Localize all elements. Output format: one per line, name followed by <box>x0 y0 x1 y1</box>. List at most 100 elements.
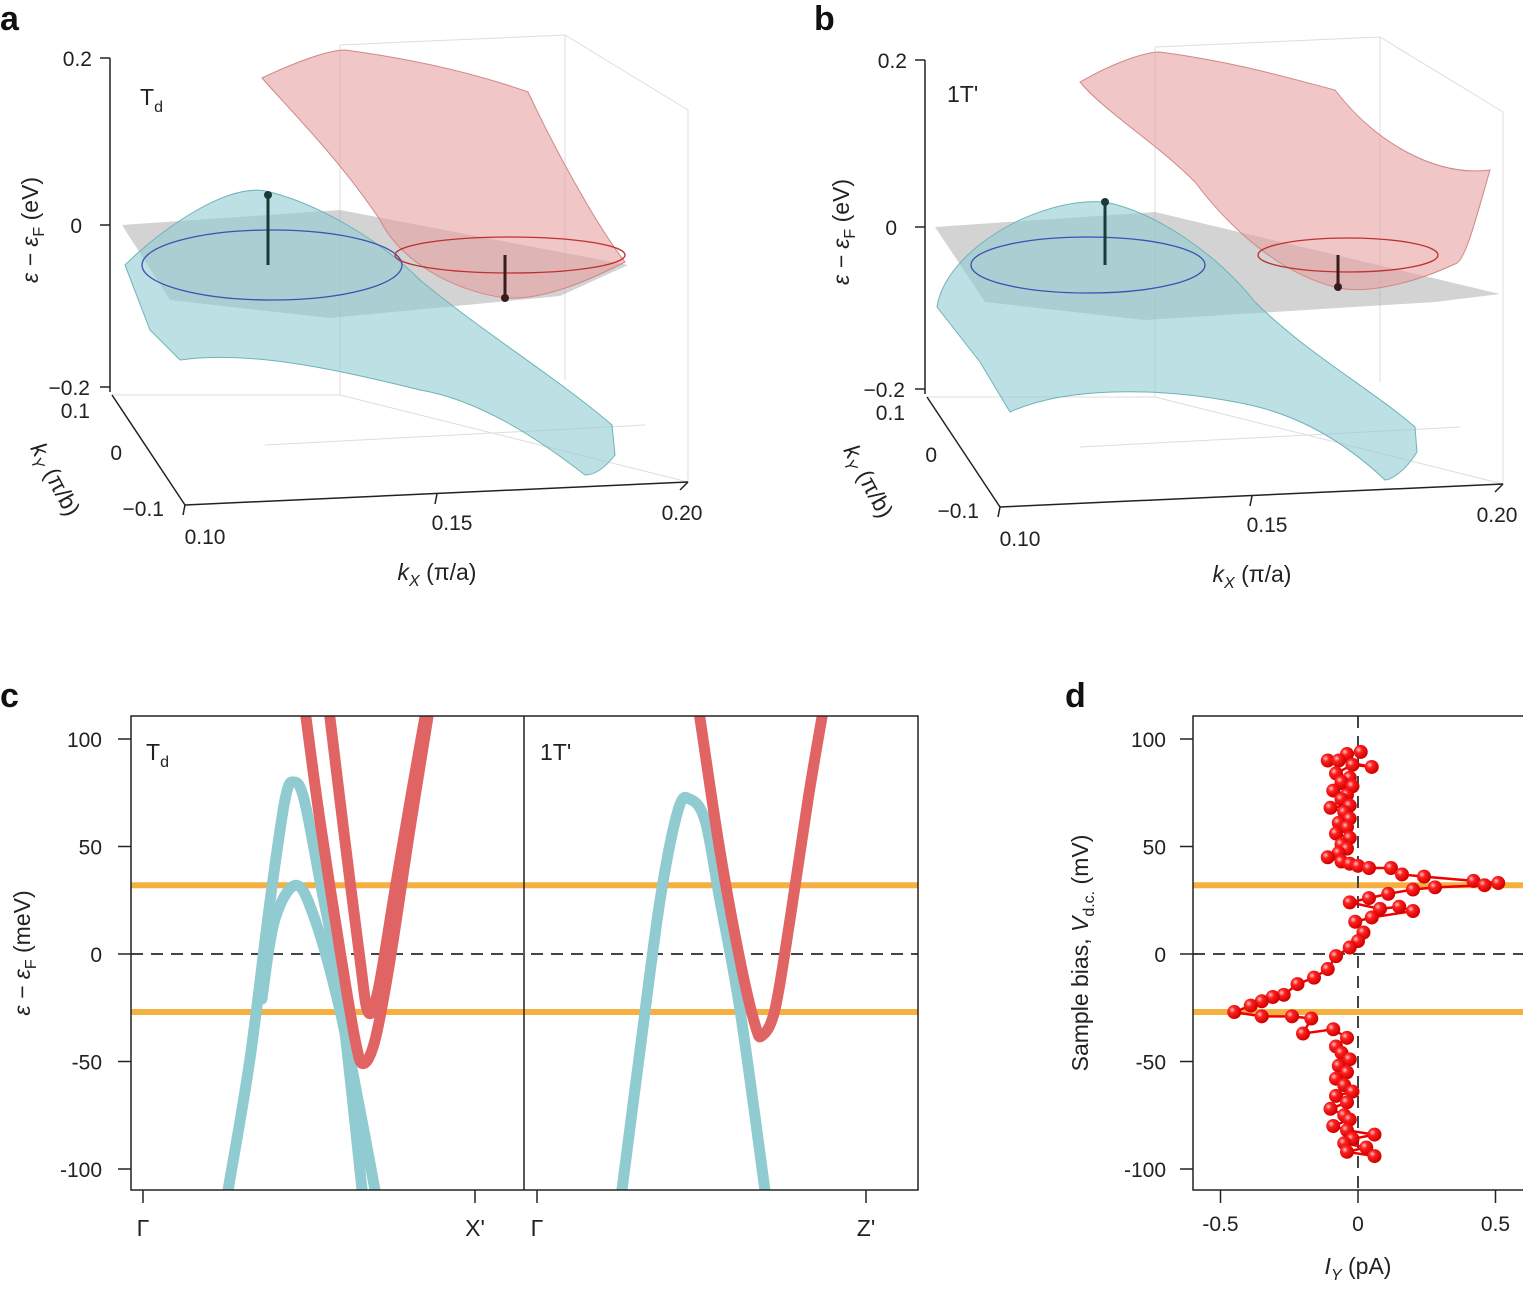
panel-d-iv-curve: 100 50 0 -50 -100 -0.5 0 0.5 Sample bias, Vd.c.… <box>1067 715 1523 1284</box>
data-point <box>1307 970 1321 985</box>
plot-frame <box>1192 715 1523 1191</box>
data-point <box>1342 940 1357 955</box>
panel-a-3d-plot: 0.2 0 −0.2 0.1 0 −0.1 0.10 0.15 0.20 Td … <box>17 34 703 590</box>
data-point <box>1428 880 1442 895</box>
electron-fermi-contour <box>394 236 626 274</box>
z-axis-label: ε − εF (eV) <box>17 177 48 283</box>
data-point <box>1406 904 1420 918</box>
inset-label-td: Td <box>140 84 163 116</box>
x-tick-label: -0.5 <box>1202 1213 1238 1236</box>
data-point <box>1340 820 1354 835</box>
x-tick-label: Z' <box>857 1215 875 1241</box>
data-point <box>1329 826 1343 841</box>
kx-axis-label: kX (π/a) <box>1213 561 1292 592</box>
y-tick-label: -50 <box>1136 1052 1166 1075</box>
panel-label-d: d <box>1065 677 1086 715</box>
data-point <box>1381 886 1396 901</box>
data-point <box>1362 891 1376 906</box>
data-point <box>1340 1144 1354 1159</box>
conduction-min-dot <box>1334 283 1342 291</box>
ky-axis-label: kY (π/b) <box>834 440 898 524</box>
panel-c-band-structure: Γ X' Γ Z' 100 50 0 -50 -100 Td 1T' ε − εF (meV) <box>9 715 919 1241</box>
data-point <box>1491 876 1506 891</box>
valence-max-dot <box>1101 198 1109 206</box>
data-point <box>1326 1022 1341 1037</box>
data-point <box>1395 867 1409 882</box>
hole-fermi-contour <box>970 236 1206 294</box>
data-point <box>1406 882 1420 897</box>
data-point <box>1362 861 1376 875</box>
data-point <box>1367 1127 1382 1142</box>
kx-tick-label: 0.20 <box>662 502 703 525</box>
data-point <box>1340 1095 1354 1110</box>
subpanel-label-td: Td <box>146 739 169 771</box>
data-point <box>1320 962 1335 977</box>
y-tick-label: 50 <box>1143 837 1166 860</box>
z-axis-label: ε − εF (eV) <box>828 179 859 285</box>
data-point <box>1466 873 1481 888</box>
valence-band-line <box>616 791 771 1190</box>
data-point <box>1254 994 1269 1009</box>
inset-label-1t-prime: 1T' <box>947 81 978 107</box>
data-point <box>1290 977 1305 992</box>
y-tick-label: -50 <box>72 1052 102 1075</box>
kx-tick-label: 0.10 <box>1000 528 1041 551</box>
data-point <box>1329 1088 1343 1103</box>
y-tick-label: -100 <box>60 1159 102 1182</box>
z-tick-label: 0.2 <box>878 50 907 73</box>
ky-axis-label: kY (π/b) <box>21 438 85 522</box>
data-point <box>1348 914 1363 929</box>
y-tick-label: 0 <box>1154 944 1166 967</box>
x-tick-label: 0.5 <box>1481 1213 1510 1236</box>
data-point <box>1276 987 1291 1002</box>
conduction-band-line <box>694 716 828 1043</box>
data-point <box>1351 858 1365 873</box>
panel-b-3d-plot: 0.2 0 −0.2 0.1 0 −0.1 0.10 0.15 0.20 1T'… <box>828 36 1518 592</box>
data-point <box>1243 998 1258 1013</box>
ky-tick-label: 0.1 <box>876 402 905 425</box>
y-tick-label: 0 <box>90 944 102 967</box>
data-point <box>1392 899 1407 914</box>
z-tick-label: −0.2 <box>864 379 905 402</box>
kx-tick-label: 0.15 <box>432 512 473 535</box>
data-point <box>1342 895 1357 910</box>
data-point <box>1353 744 1368 759</box>
data-point <box>1323 1101 1338 1116</box>
data-point <box>1331 753 1346 768</box>
panel-label-c: c <box>0 677 19 715</box>
data-point <box>1345 757 1360 772</box>
electron-fermi-contour <box>1257 237 1439 273</box>
valence-band-line <box>256 879 381 1190</box>
conduction-band-surface <box>1079 51 1491 291</box>
z-tick-label: −0.2 <box>49 377 90 400</box>
data-point <box>1342 1112 1357 1127</box>
conduction-min-dot <box>501 294 509 302</box>
data-point <box>1340 1065 1354 1080</box>
kx-tick-label: 0.10 <box>185 526 226 549</box>
kx-tick-label: 0.20 <box>1477 504 1518 527</box>
data-point <box>1384 861 1398 875</box>
subpanel-label-1t-prime: 1T' <box>540 739 571 765</box>
data-point <box>1367 1149 1382 1164</box>
x-tick-label: X' <box>465 1215 485 1241</box>
y-tick-label: -100 <box>1124 1159 1166 1182</box>
data-point <box>1265 990 1280 1004</box>
ky-tick-label: −0.1 <box>938 500 979 523</box>
axes <box>100 57 689 516</box>
data-point <box>1304 1011 1319 1026</box>
data-point <box>1323 800 1338 815</box>
hole-fermi-contour <box>141 229 403 301</box>
z-tick-label: 0 <box>70 215 82 238</box>
y-tick-label: 50 <box>79 837 102 860</box>
x-tick-label: Γ <box>531 1215 544 1241</box>
data-point <box>1296 1026 1310 1041</box>
kx-tick-label: 0.15 <box>1247 514 1288 537</box>
data-point <box>1417 869 1431 884</box>
conduction-band-surface <box>261 49 626 299</box>
panel-label-b: b <box>814 0 835 38</box>
data-point <box>1254 1009 1269 1024</box>
x-axis-label: IY (pA) <box>1325 1253 1392 1284</box>
data-point <box>1345 1084 1360 1099</box>
data-point <box>1320 753 1335 768</box>
axes <box>915 59 1504 518</box>
